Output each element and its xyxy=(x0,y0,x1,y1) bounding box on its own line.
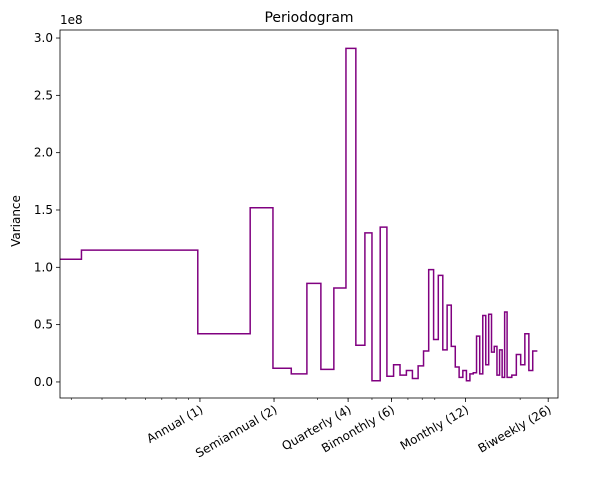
plot-frame xyxy=(59,29,559,399)
y-tick-label: 0.0 xyxy=(34,375,53,389)
y-tick-label: 2.0 xyxy=(34,146,53,160)
axes-layer: 0.0 0.5 1.0 1.5 2.0 2.5 3.0 Annual (1)Semiannua… xyxy=(34,29,559,460)
x-tick-label: Monthly (12) xyxy=(398,402,471,452)
series-line-0 xyxy=(60,47,538,382)
y-tick-label: 0.5 xyxy=(34,318,53,332)
y-tick-label: 3.0 xyxy=(34,31,53,45)
chart-title: Periodogram xyxy=(264,10,353,26)
y-tick-label: 1.5 xyxy=(34,203,53,217)
y-tick-label: 1.0 xyxy=(34,260,53,274)
x-tick-label: Biweekly (26) xyxy=(476,402,554,455)
y-axis-label: Variance xyxy=(9,195,23,247)
series-layer xyxy=(60,47,538,382)
y-tick-label: 2.5 xyxy=(34,88,53,102)
y-axis-scale-factor: 1e8 xyxy=(60,13,83,27)
x-tick-label: Annual (1) xyxy=(144,402,205,445)
x-tick-label: Bimonthly (6) xyxy=(319,402,397,455)
x-tick-label: Semiannual (2) xyxy=(193,402,279,460)
